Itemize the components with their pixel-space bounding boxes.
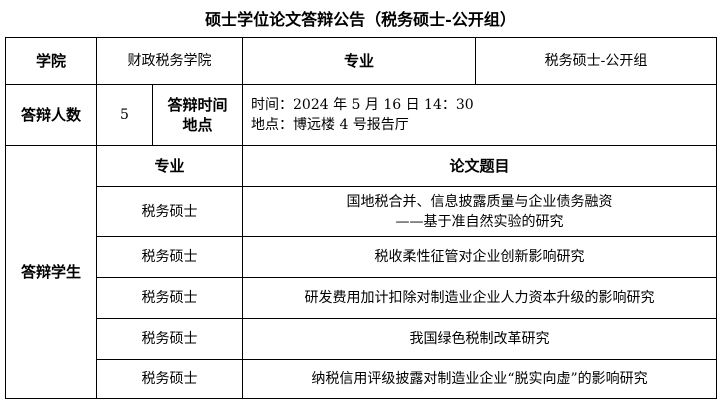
time-value: 时间：2024 年 5 月 16 日 14：30 — [251, 97, 474, 113]
row-title: 纳税信用评级披露对制造业企业“脱实向虚”的影响研究 — [242, 359, 717, 399]
row-major: 税务硕士 — [96, 186, 243, 237]
students-label: 答辩学生 — [5, 145, 97, 399]
place-value: 地点：博远楼 4 号报告厅 — [251, 117, 409, 133]
row-title: 我国绿色税制改革研究 — [242, 318, 717, 360]
college-value: 财政税务学院 — [96, 37, 243, 85]
row-title: 国地税合并、信息披露质量与企业债务融资 ——基于准自然实验的研究 — [242, 186, 717, 237]
major-value: 税务硕士-公开组 — [475, 37, 717, 85]
table-row: 税务硕士 纳税信用评级披露对制造业企业“脱实向虚”的影响研究 — [6, 359, 717, 399]
row-major: 税务硕士 — [96, 318, 243, 360]
time-place-value: 时间：2024 年 5 月 16 日 14：30 地点：博远楼 4 号报告厅 — [242, 84, 717, 146]
col-title-header: 论文题目 — [242, 145, 717, 187]
table-row: 税务硕士 我国绿色税制改革研究 — [6, 318, 717, 360]
row-title: 税收柔性征管对企业创新影响研究 — [242, 236, 717, 278]
table-row: 税务硕士 研发费用加计扣除对制造业企业人力资本升级的影响研究 — [6, 277, 717, 319]
table-row: 税务硕士 国地税合并、信息披露质量与企业债务融资 ——基于准自然实验的研究 — [6, 186, 717, 237]
count-value: 5 — [96, 84, 153, 146]
row-title: 研发费用加计扣除对制造业企业人力资本升级的影响研究 — [242, 277, 717, 319]
row-major: 税务硕士 — [96, 359, 243, 399]
time-place-label: 答辩时间 地点 — [152, 84, 243, 146]
col-major-header: 专业 — [96, 145, 243, 187]
title-line: 国地税合并、信息披露质量与企业债务融资 — [346, 193, 613, 210]
announcement-table: 学院 财政税务学院 专业 税务硕士-公开组 答辩人数 5 答辩时间地点 时间：2… — [5, 37, 717, 399]
title-line: ——基于准自然实验的研究 — [395, 213, 564, 230]
row-major: 税务硕士 — [96, 277, 243, 319]
place-label: 地点 — [182, 116, 213, 134]
table-row: 税务硕士 税收柔性征管对企业创新影响研究 — [6, 236, 717, 278]
major-label: 专业 — [242, 37, 476, 85]
page-title: 硕士学位论文答辩公告（税务硕士-公开组） — [205, 10, 516, 29]
row-major: 税务硕士 — [96, 236, 243, 278]
time-label: 答辩时间 — [167, 96, 228, 114]
college-label: 学院 — [5, 37, 97, 85]
count-label: 答辩人数 — [5, 84, 97, 146]
